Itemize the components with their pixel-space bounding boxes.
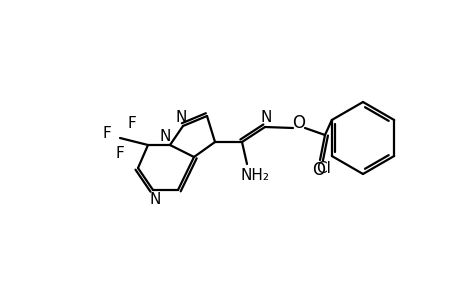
Text: N: N	[159, 128, 170, 143]
Text: Cl: Cl	[316, 160, 330, 175]
Text: NH₂: NH₂	[240, 167, 269, 182]
Text: F: F	[102, 125, 111, 140]
Text: F: F	[115, 146, 124, 160]
Text: N: N	[260, 110, 271, 124]
Text: N: N	[149, 193, 160, 208]
Text: O: O	[292, 114, 305, 132]
Text: O: O	[312, 161, 325, 179]
Text: N: N	[175, 110, 186, 124]
Text: F: F	[127, 116, 136, 130]
